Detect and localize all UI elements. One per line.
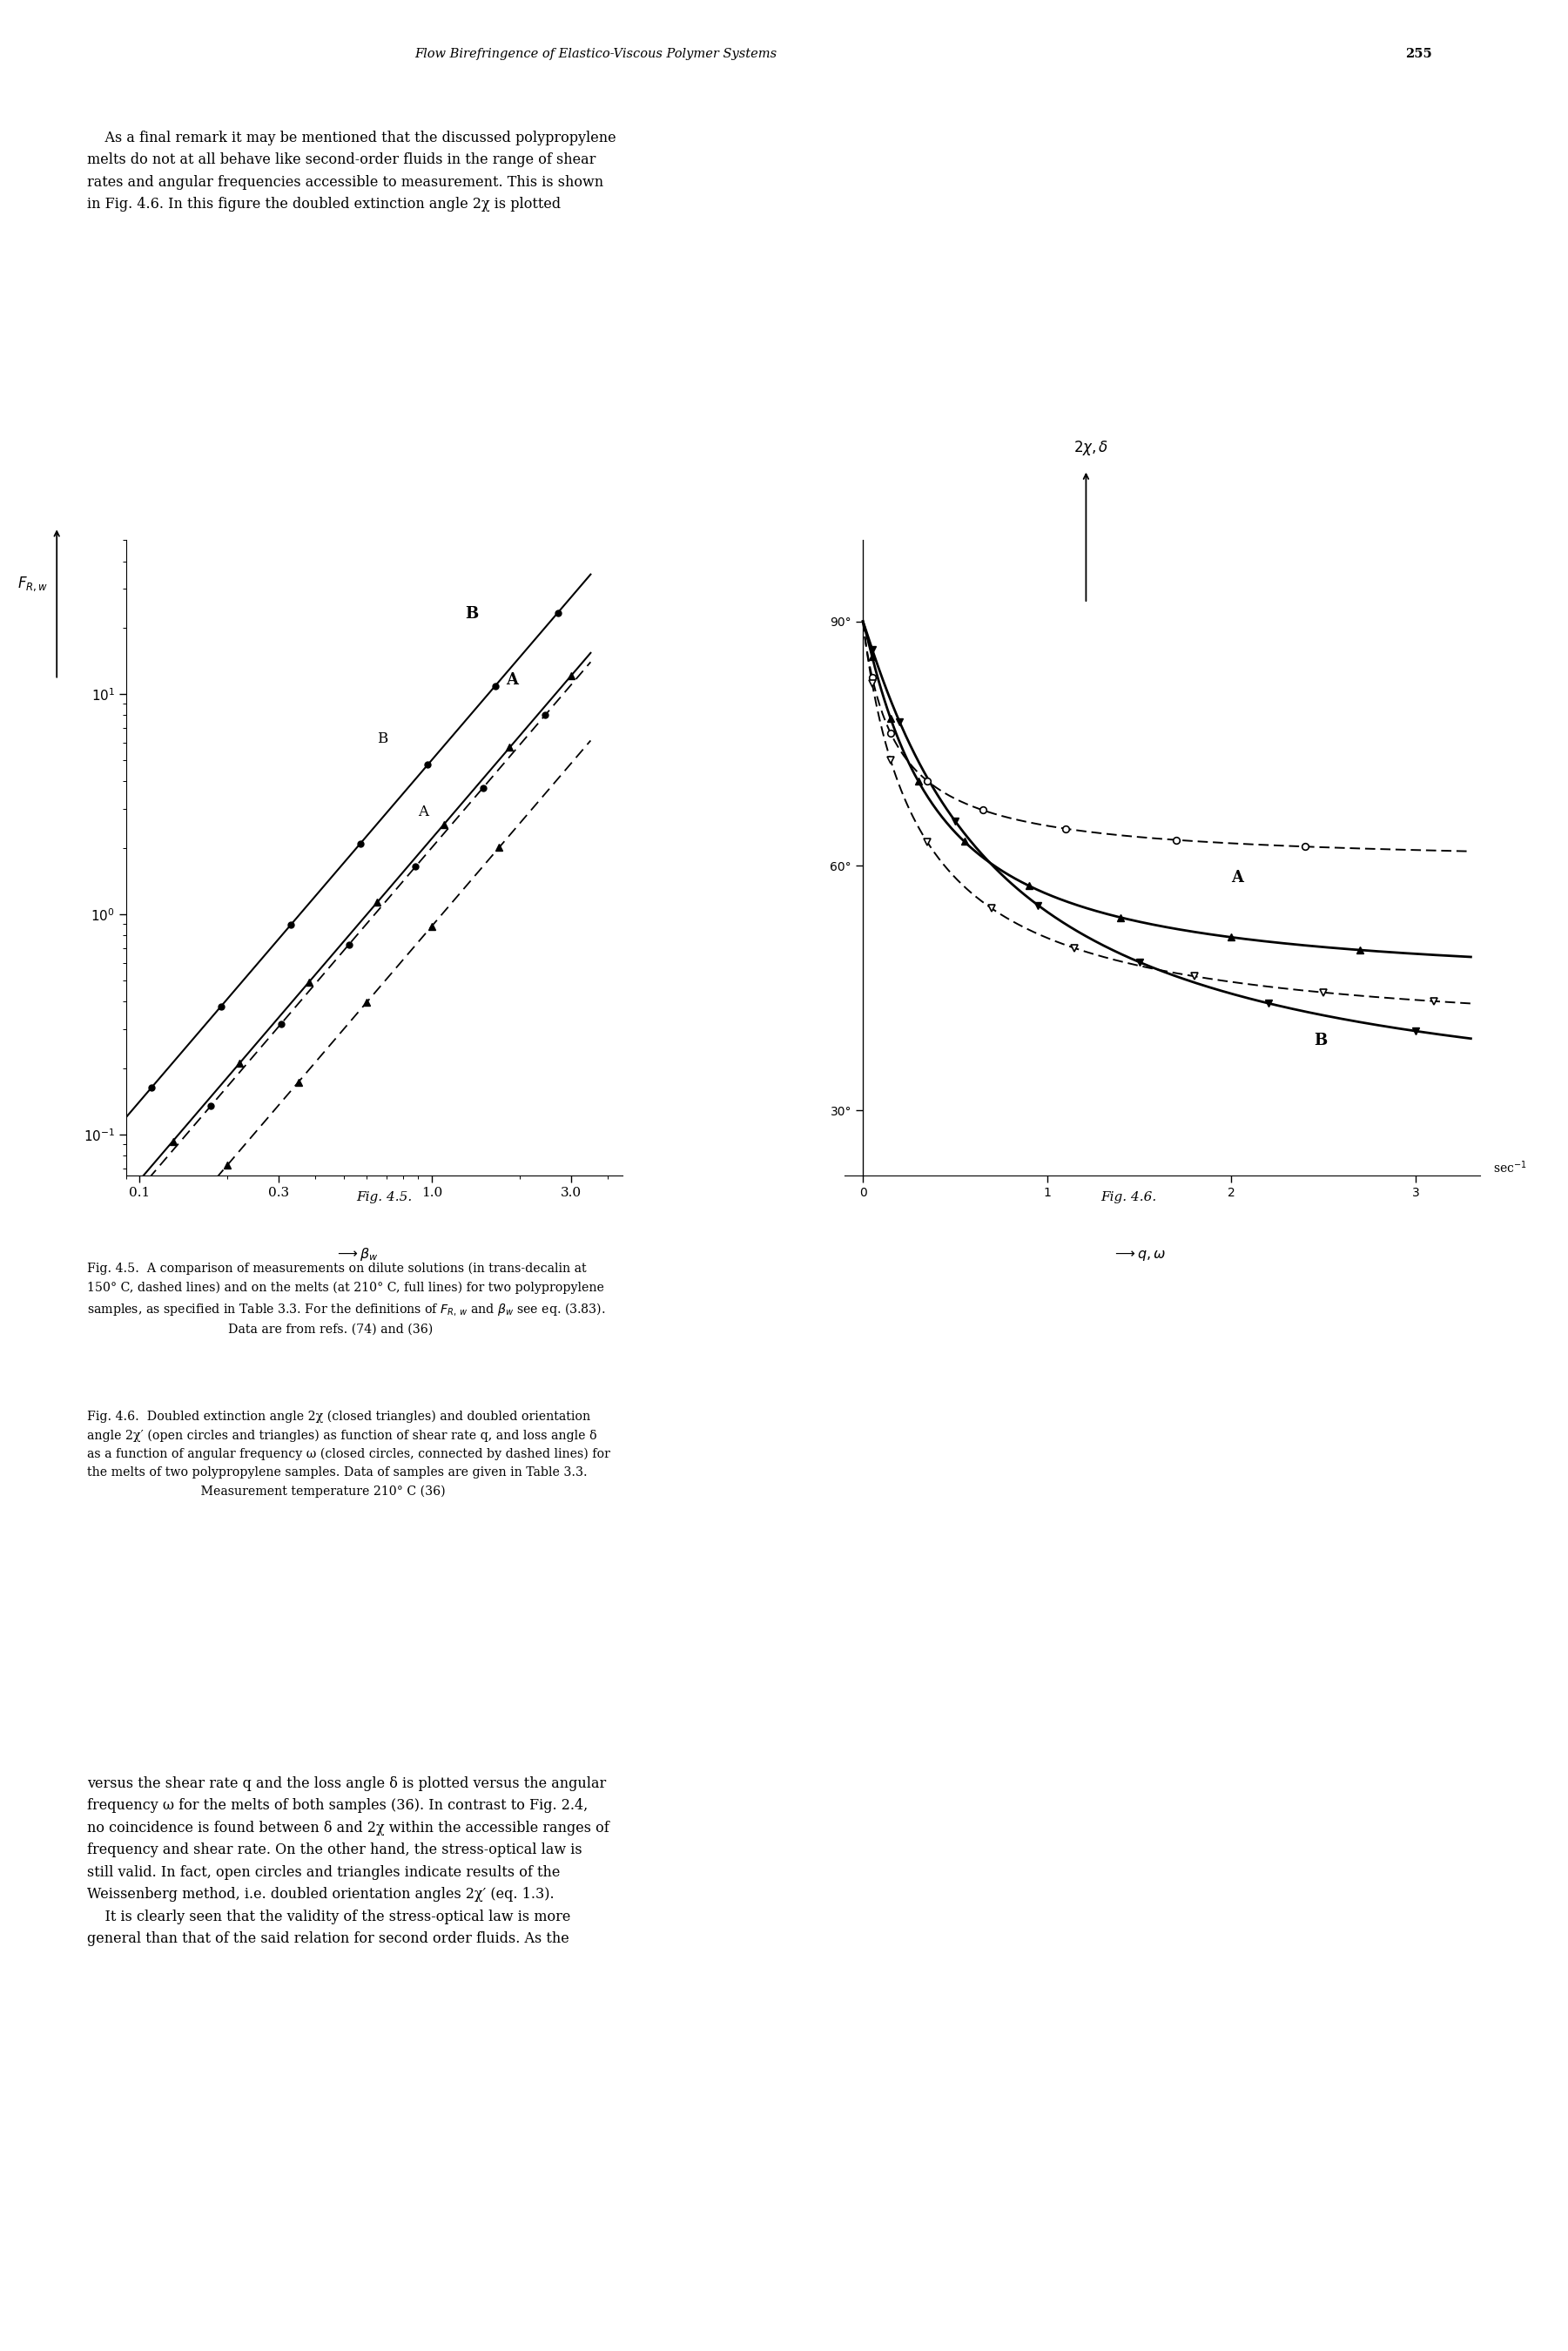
Text: Flow Birefringence of Elastico-Viscous Polymer Systems: Flow Birefringence of Elastico-Viscous P… [414,47,778,61]
Text: 255: 255 [1405,47,1433,61]
Text: B: B [1314,1032,1328,1049]
Text: versus the shear rate q and the loss angle δ is plotted versus the angular
frequ: versus the shear rate q and the loss ang… [88,1777,610,1947]
Text: $F_{R,w}$: $F_{R,w}$ [17,576,47,592]
Text: B: B [376,731,387,745]
Text: Fig. 4.5.: Fig. 4.5. [356,1192,412,1204]
Text: $2\chi,\delta$: $2\chi,\delta$ [1074,440,1109,456]
Text: A: A [1231,870,1243,886]
Text: $\longrightarrow q,\omega$: $\longrightarrow q,\omega$ [1112,1248,1165,1262]
Text: $\longrightarrow \beta_w$: $\longrightarrow \beta_w$ [334,1246,378,1262]
Text: A: A [419,804,428,818]
Text: A: A [506,672,519,689]
Text: As a final remark it may be mentioned that the discussed polypropylene
melts do : As a final remark it may be mentioned th… [88,132,616,212]
Text: Fig. 4.5.  A comparison of measurements on dilute solutions (in trans-decalin at: Fig. 4.5. A comparison of measurements o… [88,1262,605,1335]
Text: Fig. 4.6.  Doubled extinction angle 2χ (closed triangles) and doubled orientatio: Fig. 4.6. Doubled extinction angle 2χ (c… [88,1411,610,1498]
Text: Fig. 4.6.: Fig. 4.6. [1101,1192,1157,1204]
Text: B: B [466,607,478,623]
Text: sec$^{-1}$: sec$^{-1}$ [1493,1159,1527,1176]
